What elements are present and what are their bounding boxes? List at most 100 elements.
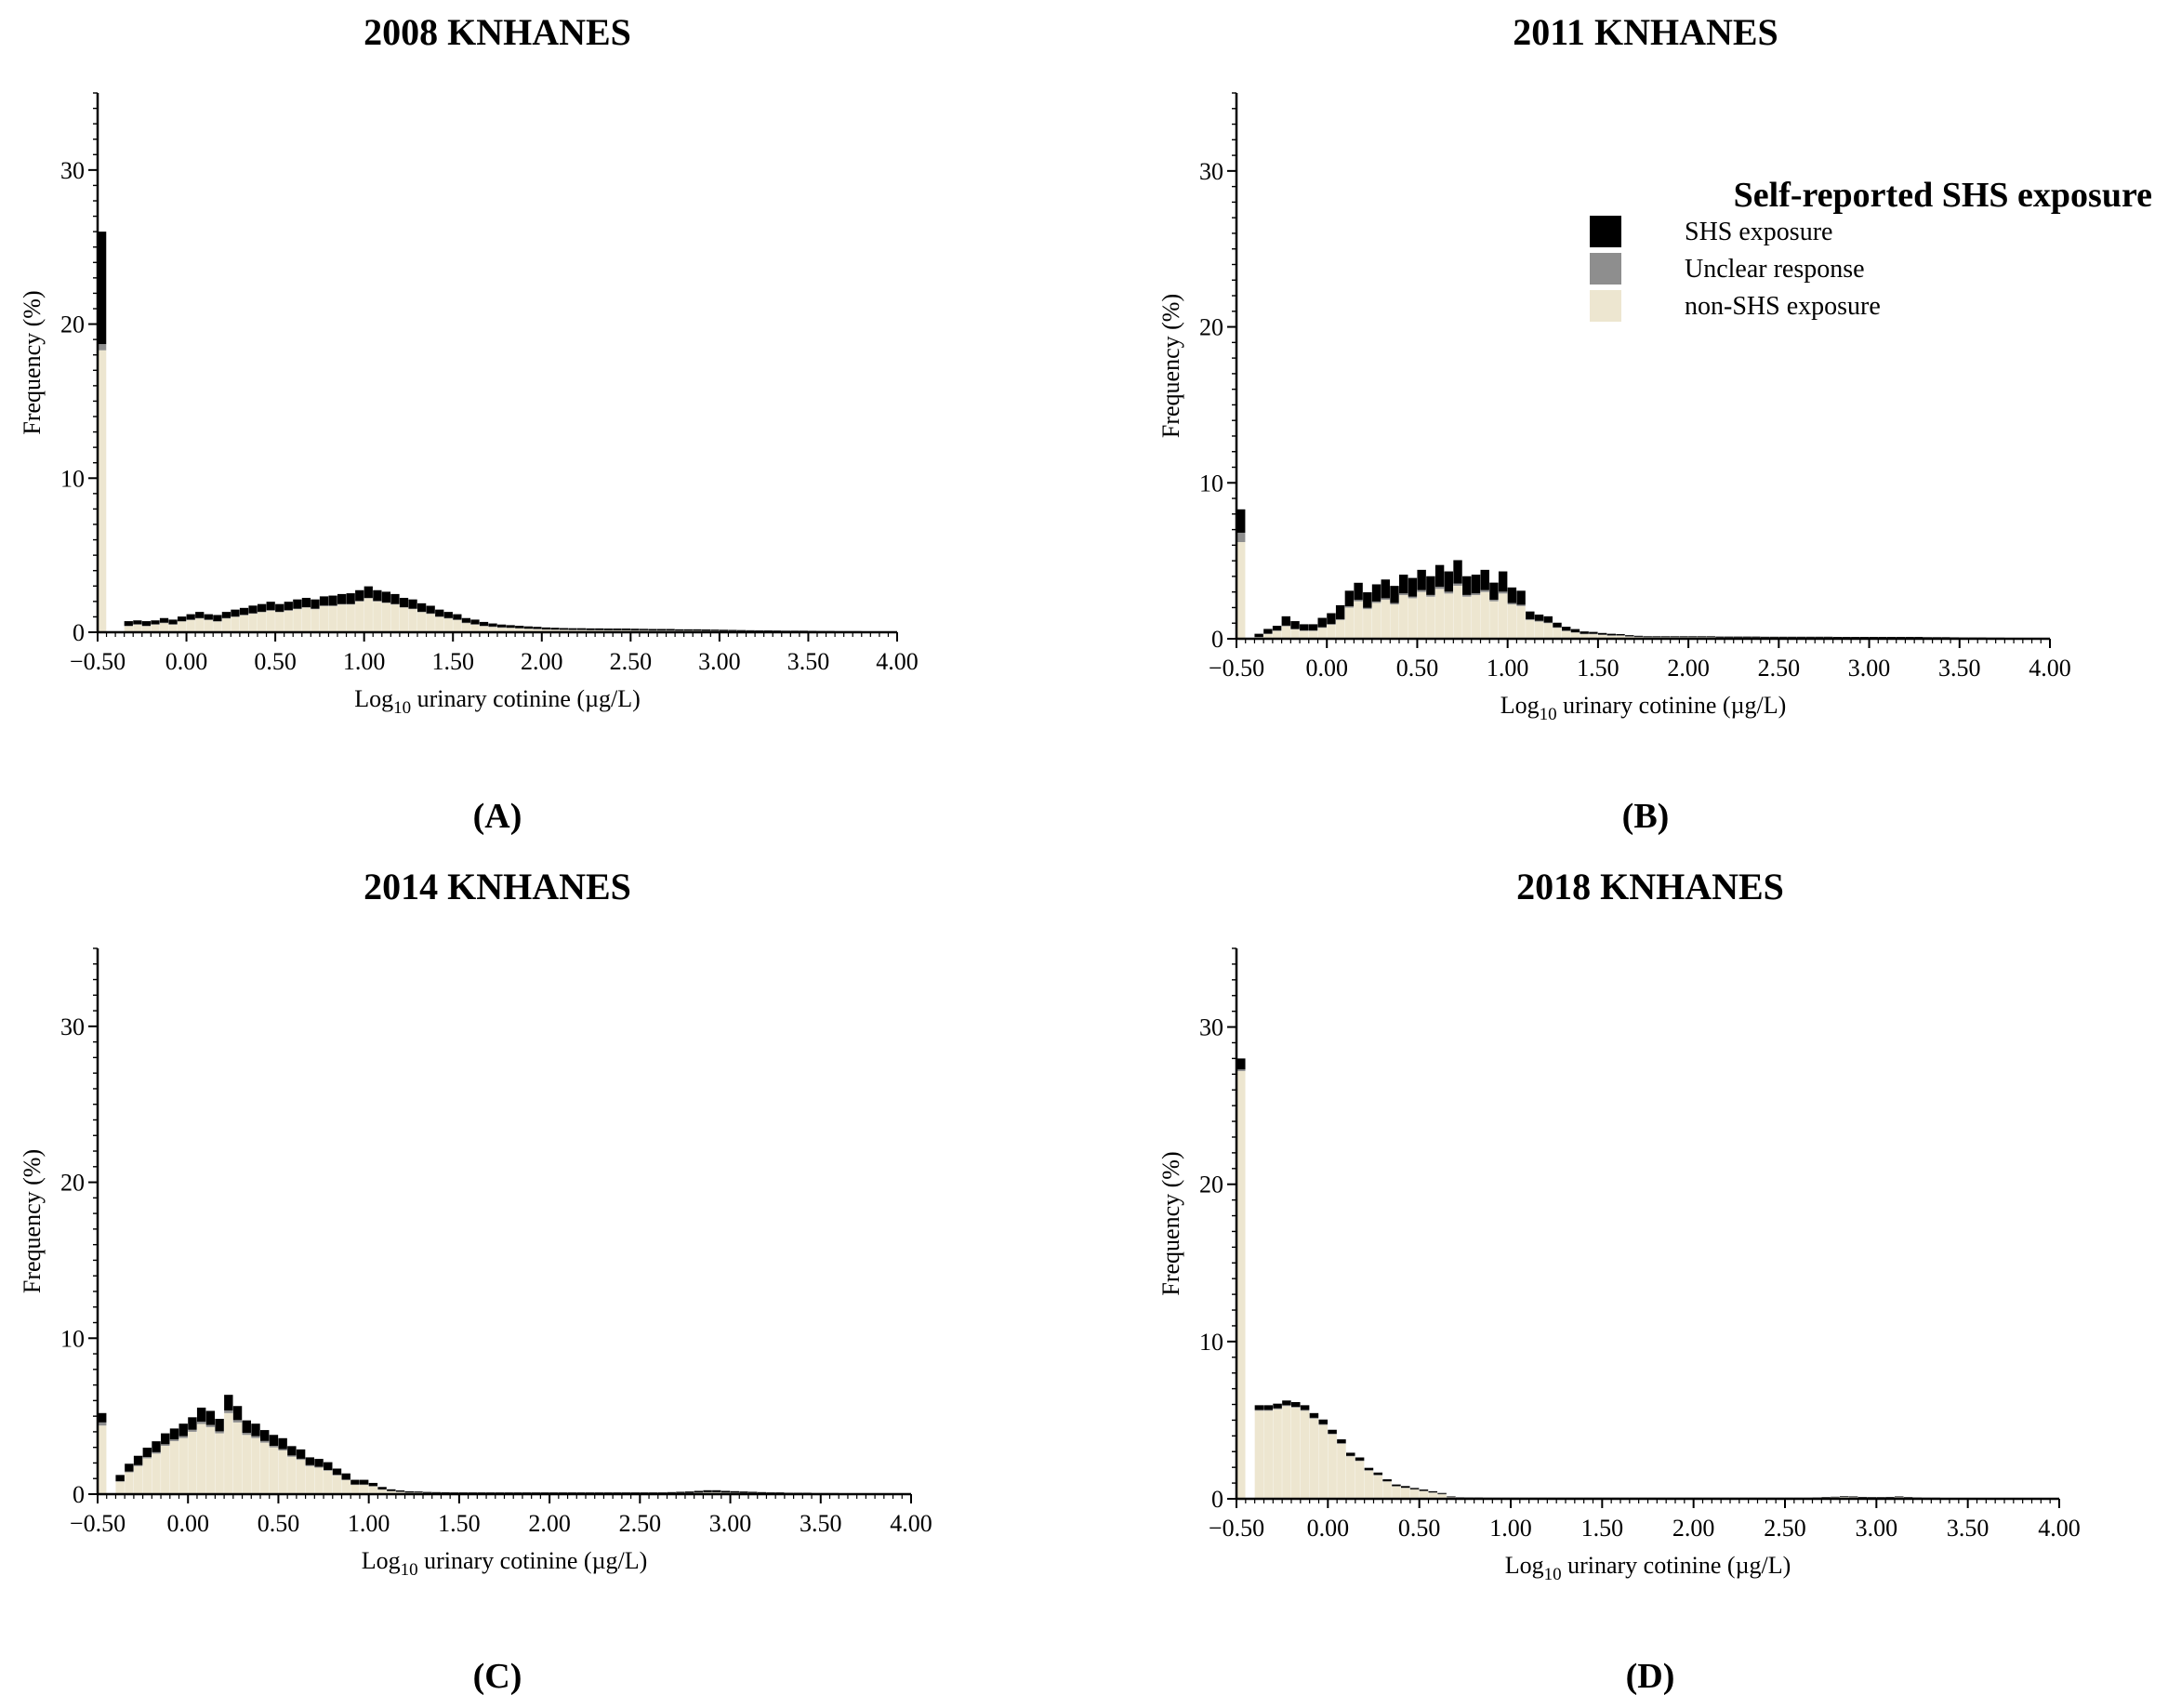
- bar-shs: [1823, 636, 1833, 638]
- bar-non_shs: [1399, 595, 1408, 639]
- bar-unclear: [1670, 637, 1680, 638]
- bar-shs: [1236, 509, 1246, 533]
- bar-shs: [1317, 617, 1327, 628]
- bar-shs: [1752, 636, 1761, 638]
- bar-shs: [657, 629, 667, 631]
- bar-unclear: [1392, 1486, 1401, 1487]
- bar-unclear: [621, 629, 631, 631]
- bar-shs: [613, 629, 622, 630]
- bar-shs: [1905, 636, 1914, 638]
- y-tick-label: 30: [60, 157, 85, 184]
- bar-non_shs: [364, 598, 373, 632]
- bar-non_shs: [1236, 1070, 1246, 1499]
- bar-shs: [757, 1491, 767, 1493]
- x-tick-label: 1.50: [431, 648, 474, 675]
- y-tick-label: 20: [60, 311, 85, 338]
- bar-non_shs: [1364, 1470, 1374, 1499]
- bar-unclear: [414, 1492, 423, 1493]
- bar-shs: [541, 627, 551, 629]
- bar-non_shs: [205, 1426, 216, 1494]
- bar-non_shs: [1437, 1493, 1447, 1499]
- bar-unclear: [1417, 589, 1426, 592]
- bar-shs: [1444, 571, 1454, 592]
- bar-non_shs: [1419, 1490, 1429, 1499]
- bar-shs: [513, 1492, 522, 1493]
- bar-shs: [1273, 1403, 1282, 1409]
- panel-title: 2018 KNHANES: [1516, 866, 1784, 907]
- x-tick-label: 4.00: [890, 1510, 932, 1537]
- bar-unclear: [258, 611, 267, 613]
- bar-shs: [1769, 636, 1779, 638]
- bar-unclear: [186, 619, 195, 620]
- bar-non_shs: [350, 1484, 360, 1494]
- bar-unclear: [453, 619, 462, 620]
- y-tick-label: 10: [60, 465, 85, 492]
- bar-shs: [152, 1441, 161, 1452]
- bar-shs: [1788, 636, 1797, 638]
- bar-shs: [1236, 1058, 1246, 1070]
- bar-unclear: [684, 1492, 694, 1493]
- bar-unclear: [224, 1410, 233, 1413]
- bar-shs: [1371, 584, 1381, 602]
- bar-shs: [1282, 1400, 1291, 1406]
- bar-unclear: [1426, 594, 1435, 597]
- bar-shs: [332, 1468, 342, 1476]
- bar-unclear: [1679, 637, 1688, 638]
- bar-shs: [1272, 626, 1282, 631]
- bar-shs: [133, 1455, 143, 1465]
- bar-shs: [703, 1490, 712, 1492]
- bar-shs: [586, 628, 595, 630]
- bar-unclear: [1428, 1492, 1438, 1493]
- bar-shs: [266, 602, 275, 611]
- bar-non_shs: [1309, 1418, 1319, 1499]
- x-tick-label: 0.50: [258, 1510, 300, 1537]
- bar-shs: [431, 1491, 442, 1493]
- bar-unclear: [1327, 624, 1336, 625]
- bar-shs: [1778, 636, 1788, 638]
- bar-shs: [1373, 1472, 1383, 1476]
- bar-unclear: [1381, 598, 1390, 601]
- bar-non_shs: [1444, 593, 1454, 639]
- bar-shs: [1597, 632, 1607, 635]
- bar-non_shs: [231, 616, 240, 632]
- bar-unclear: [648, 630, 657, 631]
- bar-shs: [248, 605, 258, 614]
- bar-shs: [748, 1491, 758, 1493]
- bar-shs: [1516, 590, 1526, 605]
- bar-shs: [710, 629, 720, 631]
- bar-unclear: [346, 603, 355, 605]
- bar-unclear: [195, 617, 205, 619]
- bar-shs: [213, 615, 222, 622]
- bar-shs: [595, 628, 604, 630]
- bar-non_shs: [319, 605, 329, 632]
- bar-shs: [435, 609, 444, 617]
- bar-unclear: [98, 344, 107, 351]
- bar-unclear: [1516, 604, 1526, 606]
- bar-unclear: [1363, 607, 1372, 610]
- bar-non_shs: [1273, 1409, 1282, 1499]
- bar-non_shs: [125, 1472, 134, 1494]
- y-tick-label: 0: [1211, 1486, 1223, 1513]
- bar-unclear: [1848, 1497, 1858, 1498]
- bar-shs: [1914, 636, 1923, 638]
- bar-shs: [1344, 590, 1355, 607]
- bar-non_shs: [278, 1450, 287, 1494]
- bar-shs: [311, 599, 320, 609]
- bar-unclear: [417, 611, 427, 613]
- bar-shs: [1697, 636, 1707, 638]
- bar-non_shs: [1263, 1410, 1274, 1499]
- bar-shs: [368, 1482, 378, 1487]
- bar-shs: [1876, 1497, 1885, 1498]
- bar-unclear: [404, 1492, 414, 1493]
- bar-unclear: [1382, 1481, 1392, 1482]
- bar-shs: [1392, 1484, 1401, 1487]
- bar-unclear: [1346, 1455, 1355, 1457]
- bar-unclear: [115, 1481, 125, 1482]
- bar-unclear: [423, 1492, 432, 1493]
- bar-unclear: [266, 610, 275, 611]
- bar-shs: [504, 1492, 513, 1493]
- x-tick-label: 1.50: [1581, 1515, 1624, 1542]
- bar-non_shs: [381, 602, 391, 632]
- legend-label-non_shs: non-SHS exposure: [1685, 292, 1881, 321]
- bar-non_shs: [1300, 1410, 1310, 1499]
